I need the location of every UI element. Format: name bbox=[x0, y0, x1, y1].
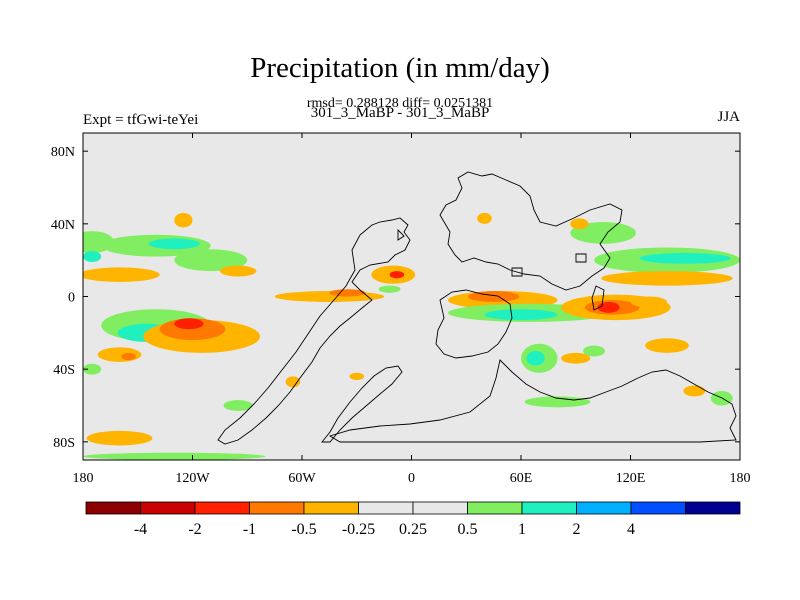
colorbar-swatch-2 bbox=[194, 501, 250, 515]
colorbar-label-9: 4 bbox=[627, 521, 635, 538]
chart-title: Precipitation (in mm/day) bbox=[250, 52, 550, 84]
x-tick-label-5: 120E bbox=[616, 471, 646, 486]
anomaly-region-32 bbox=[630, 296, 667, 308]
colorbar-swatch-3 bbox=[249, 501, 305, 515]
coastline-inland-sea bbox=[397, 228, 405, 241]
coastline-eurasia bbox=[439, 171, 623, 291]
x-tick-label-1: 120W bbox=[175, 471, 210, 486]
colorbar-label-4: -0.25 bbox=[342, 521, 375, 538]
colorbar-swatch-9 bbox=[576, 501, 632, 515]
x-tick-label-3: 0 bbox=[408, 471, 415, 486]
colorbar-label-3: -0.5 bbox=[291, 521, 316, 538]
anomaly-fills bbox=[83, 212, 740, 460]
anomaly-region-5 bbox=[83, 267, 160, 282]
anomaly-region-41 bbox=[561, 352, 591, 364]
anomaly-region-24 bbox=[285, 376, 301, 388]
stats-line: rmsd= 0.288128 diff= 0.0251381 bbox=[306, 96, 494, 111]
anomaly-region-35 bbox=[601, 271, 733, 286]
anomaly-region-19 bbox=[121, 352, 136, 361]
coastline-africa bbox=[435, 289, 513, 359]
axes: 180 120W 60W 0 60E 120E 180 80N 40N 0 40S 80S bbox=[51, 133, 751, 486]
coastline-island-north bbox=[575, 253, 587, 263]
anomaly-region-22 bbox=[83, 452, 266, 460]
colorbar-swatch-7 bbox=[467, 501, 523, 515]
coastline-island-mid bbox=[511, 267, 523, 277]
colorbar-swatch-8 bbox=[521, 501, 577, 515]
colorbar-swatch-5 bbox=[358, 501, 414, 515]
x-tick-label-4: 60E bbox=[510, 471, 533, 486]
y-tick-label-2: 0 bbox=[68, 291, 75, 306]
season-label: JJA bbox=[717, 109, 740, 125]
anomaly-region-31 bbox=[597, 301, 620, 313]
colorbar-label-2: -1 bbox=[243, 521, 256, 538]
coastline-south-america bbox=[321, 365, 403, 443]
anomaly-region-38 bbox=[477, 212, 492, 224]
anomaly-region-17 bbox=[174, 318, 204, 330]
colorbar-swatch-4 bbox=[303, 501, 359, 515]
x-tick-label-6: 180 bbox=[730, 471, 751, 486]
colorbar-label-5: 0.25 bbox=[399, 521, 427, 538]
colorbar-label-1: -2 bbox=[188, 521, 201, 538]
anomaly-region-12 bbox=[378, 285, 401, 293]
colorbar-label-6: 0.5 bbox=[458, 521, 478, 538]
colorbar-label-0: -4 bbox=[134, 521, 147, 538]
colorbar-swatch-10 bbox=[630, 501, 686, 515]
y-tick-label-0: 80N bbox=[51, 145, 75, 160]
anomaly-region-47 bbox=[349, 372, 365, 381]
coastlines bbox=[217, 171, 737, 445]
colorbar: -4 -2 -1 -0.5 -0.25 0.25 0.5 1 2 4 bbox=[85, 501, 741, 538]
anomaly-region-6 bbox=[174, 249, 248, 272]
coastline-southern-continent bbox=[328, 359, 737, 443]
anomaly-region-45 bbox=[683, 385, 706, 397]
coastline-island-east bbox=[591, 285, 605, 311]
colorbar-label-8: 2 bbox=[573, 521, 581, 538]
anomaly-region-20 bbox=[83, 363, 102, 375]
anomaly-region-43 bbox=[645, 338, 689, 353]
anomaly-region-23 bbox=[223, 400, 253, 411]
anomaly-region-44 bbox=[524, 396, 591, 408]
x-tick-label-2: 60W bbox=[288, 471, 316, 486]
anomaly-region-36 bbox=[570, 222, 636, 244]
colorbar-swatch-6 bbox=[412, 501, 468, 515]
anomaly-region-1 bbox=[83, 251, 102, 262]
anomaly-region-4 bbox=[174, 212, 193, 228]
anomaly-region-28 bbox=[484, 309, 558, 321]
anomaly-region-11 bbox=[389, 271, 405, 279]
colorbar-swatch-11 bbox=[685, 501, 741, 515]
coastline-americas bbox=[217, 217, 411, 445]
anomaly-region-37 bbox=[570, 218, 589, 230]
anomaly-region-40 bbox=[526, 351, 545, 366]
y-tick-label-3: 40S bbox=[53, 363, 75, 378]
cases-line: 301_3_MaBP - 301_3_MaBP bbox=[310, 105, 490, 121]
experiment-label: Expt = tfGwi-teYei bbox=[83, 112, 199, 128]
anomaly-region-34 bbox=[639, 252, 731, 264]
y-tick-label-1: 40N bbox=[51, 218, 75, 233]
anomaly-region-7 bbox=[219, 265, 257, 277]
anomaly-region-42 bbox=[583, 345, 605, 357]
colorbar-swatch-0 bbox=[85, 501, 141, 515]
y-tick-label-4: 80S bbox=[53, 436, 75, 451]
x-tick-label-0: 180 bbox=[73, 471, 94, 486]
colorbar-swatch-1 bbox=[140, 501, 196, 515]
anomaly-region-21 bbox=[86, 430, 153, 446]
colorbar-label-7: 1 bbox=[518, 521, 526, 538]
anomaly-region-3 bbox=[148, 238, 200, 250]
